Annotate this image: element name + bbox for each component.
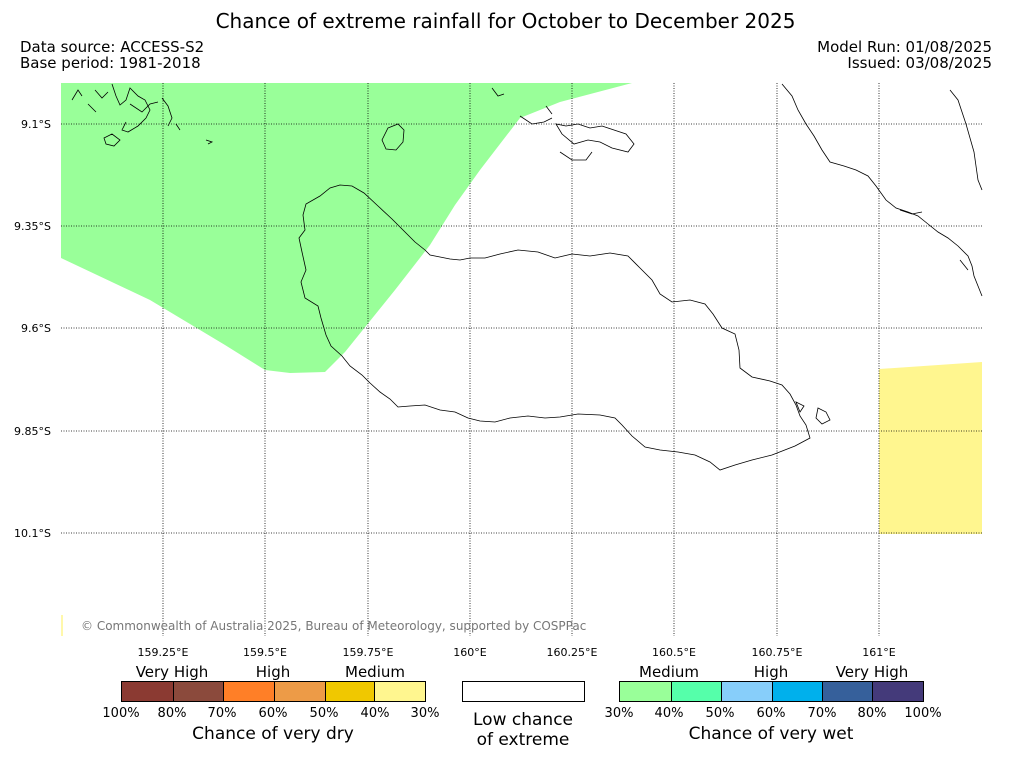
wet-tick: 50%	[705, 706, 735, 721]
dry-swatch	[374, 682, 426, 701]
source-info: Data source: ACCESS-S2 Base period: 1981…	[20, 39, 204, 71]
wet-region	[61, 83, 632, 373]
latitude-labels: 9.1°S 9.35°S 9.6°S 9.85°S 10.1°S	[14, 118, 51, 540]
dry-swatch	[274, 682, 325, 701]
dry-tick: 80%	[157, 706, 187, 721]
lon-label: 160.5°E	[652, 646, 696, 659]
lon-label: 159.75°E	[343, 646, 394, 659]
malaita-coast	[781, 83, 983, 297]
low-chance-caption: Low chance of extreme	[473, 710, 573, 750]
dry-colorbar	[121, 681, 426, 702]
model-run-text: Model Run: 01/08/2025	[817, 38, 992, 56]
lon-label: 160.75°E	[752, 646, 803, 659]
low-chance-line2: of extreme	[476, 730, 570, 750]
lat-label: 9.6°S	[21, 322, 51, 335]
northwest-islands-coast	[71, 83, 214, 147]
dry-category-very-high: Very High	[135, 663, 209, 681]
map-title: Chance of extreme rainfall for October t…	[215, 9, 796, 33]
lat-label: 9.35°S	[14, 220, 51, 233]
wet-swatch	[821, 682, 873, 701]
small-island-coast	[381, 123, 405, 151]
dry-tick: 60%	[258, 706, 288, 721]
dry-category-medium: Medium	[345, 663, 405, 681]
coastlines	[71, 83, 983, 471]
dry-tick: 30%	[410, 706, 440, 721]
lon-label: 159.5°E	[243, 646, 287, 659]
dry-swatch	[223, 682, 274, 701]
lon-label: 160.25°E	[547, 646, 598, 659]
wet-category-very-high: Very High	[835, 663, 909, 681]
florida-islands-coast	[491, 87, 635, 161]
dry-category-high: High	[255, 663, 291, 681]
data-source-text: Data source: ACCESS-S2	[20, 38, 205, 56]
lat-label: 9.1°S	[21, 118, 51, 131]
graticule	[61, 83, 982, 636]
lon-label: 159.25°E	[138, 646, 189, 659]
dry-tick: 100%	[102, 706, 140, 721]
wet-swatch	[772, 682, 822, 701]
wet-tick: 100%	[904, 706, 942, 721]
southeast-islets-coast	[795, 401, 831, 425]
wet-tick: 70%	[807, 706, 837, 721]
lat-label: 10.1°S	[14, 527, 51, 540]
wet-tick: 80%	[857, 706, 887, 721]
dry-tick: 50%	[309, 706, 339, 721]
low-chance-swatch	[462, 681, 585, 702]
wet-tick: 30%	[604, 706, 634, 721]
dry-swatch	[122, 682, 173, 701]
wet-swatch	[872, 682, 924, 701]
wet-category-medium: Medium	[639, 663, 699, 681]
issued-text: Issued: 03/08/2025	[847, 54, 992, 72]
copyright-text: © Commonwealth of Australia 2025, Bureau…	[81, 619, 586, 633]
lon-label: 160°E	[453, 646, 486, 659]
wet-colorbar	[619, 681, 924, 702]
guadalcanal-coast	[298, 184, 811, 471]
dry-swatch	[172, 682, 224, 701]
wet-category-high: High	[753, 663, 789, 681]
run-info: Model Run: 01/08/2025 Issued: 03/08/2025	[817, 39, 992, 71]
lon-label: 161°E	[862, 646, 895, 659]
wet-swatch	[620, 682, 671, 701]
base-period-text: Base period: 1981-2018	[20, 54, 201, 72]
wet-tick: 40%	[654, 706, 684, 721]
dry-swatch	[324, 682, 375, 701]
dry-tick: 40%	[360, 706, 390, 721]
longitude-labels: 159.25°E 159.5°E 159.75°E 160°E 160.25°E…	[138, 646, 896, 659]
wet-tick: 60%	[756, 706, 786, 721]
wet-swatch	[670, 682, 722, 701]
low-chance-line1: Low chance	[473, 710, 573, 730]
dry-tick: 70%	[207, 706, 237, 721]
wet-swatch	[721, 682, 772, 701]
wet-caption: Chance of very wet	[688, 724, 854, 744]
dry-region	[879, 362, 982, 534]
dry-caption: Chance of very dry	[192, 724, 354, 744]
lat-label: 9.85°S	[14, 425, 51, 438]
